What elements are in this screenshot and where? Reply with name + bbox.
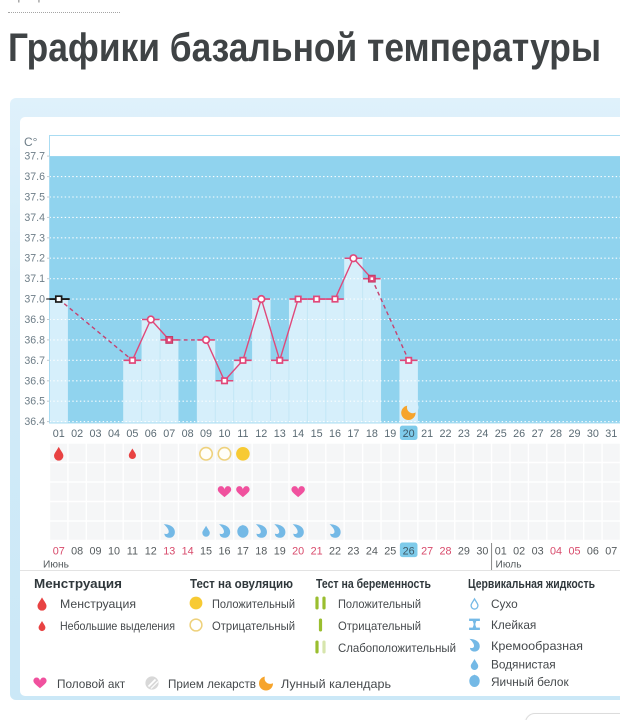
svg-text:Яичный белок: Яичный белок xyxy=(491,675,569,689)
svg-text:Клейкая: Клейкая xyxy=(491,618,536,632)
svg-text:18: 18 xyxy=(255,546,267,558)
svg-text:Положительный: Положительный xyxy=(338,597,421,611)
svg-text:Менструация: Менструация xyxy=(60,597,136,611)
svg-text:24: 24 xyxy=(476,428,488,440)
svg-text:15: 15 xyxy=(200,546,212,558)
svg-text:Слабоположительный: Слабоположительный xyxy=(338,641,456,655)
svg-text:07: 07 xyxy=(163,428,175,440)
svg-text:04: 04 xyxy=(108,428,120,440)
svg-text:Тест на овуляцию: Тест на овуляцию xyxy=(190,577,293,591)
svg-text:37.7: 37.7 xyxy=(24,151,45,163)
svg-text:21: 21 xyxy=(311,546,323,558)
svg-text:09: 09 xyxy=(90,546,102,558)
svg-text:12: 12 xyxy=(255,428,267,440)
svg-text:25: 25 xyxy=(384,546,396,558)
svg-text:22: 22 xyxy=(329,546,341,558)
svg-text:03: 03 xyxy=(532,546,544,558)
svg-text:07: 07 xyxy=(53,546,65,558)
svg-text:Цервикальная жидкость: Цервикальная жидкость xyxy=(468,577,595,591)
svg-text:02: 02 xyxy=(71,428,83,440)
svg-text:31: 31 xyxy=(605,428,617,440)
svg-text:24: 24 xyxy=(366,546,378,558)
svg-text:18: 18 xyxy=(366,428,378,440)
svg-text:11: 11 xyxy=(237,428,248,440)
svg-text:36.5: 36.5 xyxy=(24,396,45,408)
svg-text:29: 29 xyxy=(458,546,470,558)
svg-text:37.5: 37.5 xyxy=(24,192,45,204)
svg-text:26: 26 xyxy=(403,546,415,558)
svg-text:Половой акт: Половой акт xyxy=(57,677,126,691)
svg-text:36.7: 36.7 xyxy=(24,355,45,367)
svg-text:14: 14 xyxy=(182,546,194,558)
svg-text:03: 03 xyxy=(90,428,102,440)
svg-text:36.9: 36.9 xyxy=(24,314,45,326)
svg-text:20: 20 xyxy=(403,428,415,440)
svg-text:30: 30 xyxy=(587,428,599,440)
svg-text:12: 12 xyxy=(145,546,157,558)
svg-text:Менструация: Менструация xyxy=(34,577,122,591)
svg-text:06: 06 xyxy=(587,546,599,558)
svg-text:Водянистая: Водянистая xyxy=(491,658,556,672)
svg-text:28: 28 xyxy=(550,428,562,440)
svg-text:04: 04 xyxy=(550,546,562,558)
svg-text:11: 11 xyxy=(127,546,138,558)
svg-text:37.4: 37.4 xyxy=(24,212,45,224)
svg-text:10: 10 xyxy=(218,428,230,440)
svg-text:Небольшие выделения: Небольшие выделения xyxy=(60,619,175,633)
svg-text:29: 29 xyxy=(568,428,580,440)
svg-text:16: 16 xyxy=(329,428,341,440)
svg-text:27: 27 xyxy=(532,428,544,440)
svg-text:25: 25 xyxy=(495,428,507,440)
svg-text:23: 23 xyxy=(458,428,470,440)
svg-text:13: 13 xyxy=(163,546,175,558)
svg-text:37.3: 37.3 xyxy=(24,232,45,244)
svg-text:Июль: Июль xyxy=(496,560,522,571)
svg-text:Июнь: Июнь xyxy=(43,560,69,571)
svg-text:22: 22 xyxy=(440,428,452,440)
svg-text:17: 17 xyxy=(347,428,359,440)
svg-text:13: 13 xyxy=(274,428,286,440)
svg-text:05: 05 xyxy=(126,428,138,440)
svg-text:27: 27 xyxy=(421,546,433,558)
svg-text:08: 08 xyxy=(71,546,83,558)
svg-text:08: 08 xyxy=(182,428,194,440)
svg-text:20: 20 xyxy=(292,546,304,558)
svg-text:Лунный календарь: Лунный календарь xyxy=(281,677,391,691)
svg-text:02: 02 xyxy=(513,546,525,558)
svg-text:Прием лекарств: Прием лекарств xyxy=(168,677,256,691)
svg-text:37.0: 37.0 xyxy=(24,294,45,306)
svg-text:01: 01 xyxy=(495,546,507,558)
svg-text:15: 15 xyxy=(311,428,323,440)
svg-text:10: 10 xyxy=(108,546,120,558)
svg-text:06: 06 xyxy=(145,428,157,440)
svg-text:17: 17 xyxy=(237,546,249,558)
svg-text:19: 19 xyxy=(384,428,396,440)
svg-text:19: 19 xyxy=(274,546,286,558)
svg-text:36.6: 36.6 xyxy=(24,375,45,387)
svg-text:Тест на беременность: Тест на беременность xyxy=(316,577,431,591)
svg-text:14: 14 xyxy=(292,428,304,440)
svg-text:Кремообразная: Кремообразная xyxy=(491,639,583,653)
svg-text:36.4: 36.4 xyxy=(24,416,45,428)
svg-text:05: 05 xyxy=(568,546,580,558)
svg-text:28: 28 xyxy=(440,546,452,558)
svg-text:Отрицательный: Отрицательный xyxy=(212,619,295,633)
svg-text:36.8: 36.8 xyxy=(24,334,45,346)
svg-text:09: 09 xyxy=(200,428,212,440)
svg-text:26: 26 xyxy=(513,428,525,440)
svg-text:23: 23 xyxy=(347,546,359,558)
svg-text:30: 30 xyxy=(476,546,488,558)
svg-text:Положительный: Положительный xyxy=(212,597,295,611)
svg-text:Отрицательный: Отрицательный xyxy=(338,619,421,633)
svg-text:37.2: 37.2 xyxy=(24,253,45,265)
svg-text:16: 16 xyxy=(218,546,230,558)
svg-text:C°: C° xyxy=(24,135,38,149)
svg-text:37.6: 37.6 xyxy=(24,171,45,183)
svg-text:21: 21 xyxy=(421,428,433,440)
svg-text:01: 01 xyxy=(53,428,65,440)
svg-text:37.1: 37.1 xyxy=(24,273,45,285)
svg-text:07: 07 xyxy=(605,546,617,558)
svg-text:Сухо: Сухо xyxy=(491,597,518,611)
